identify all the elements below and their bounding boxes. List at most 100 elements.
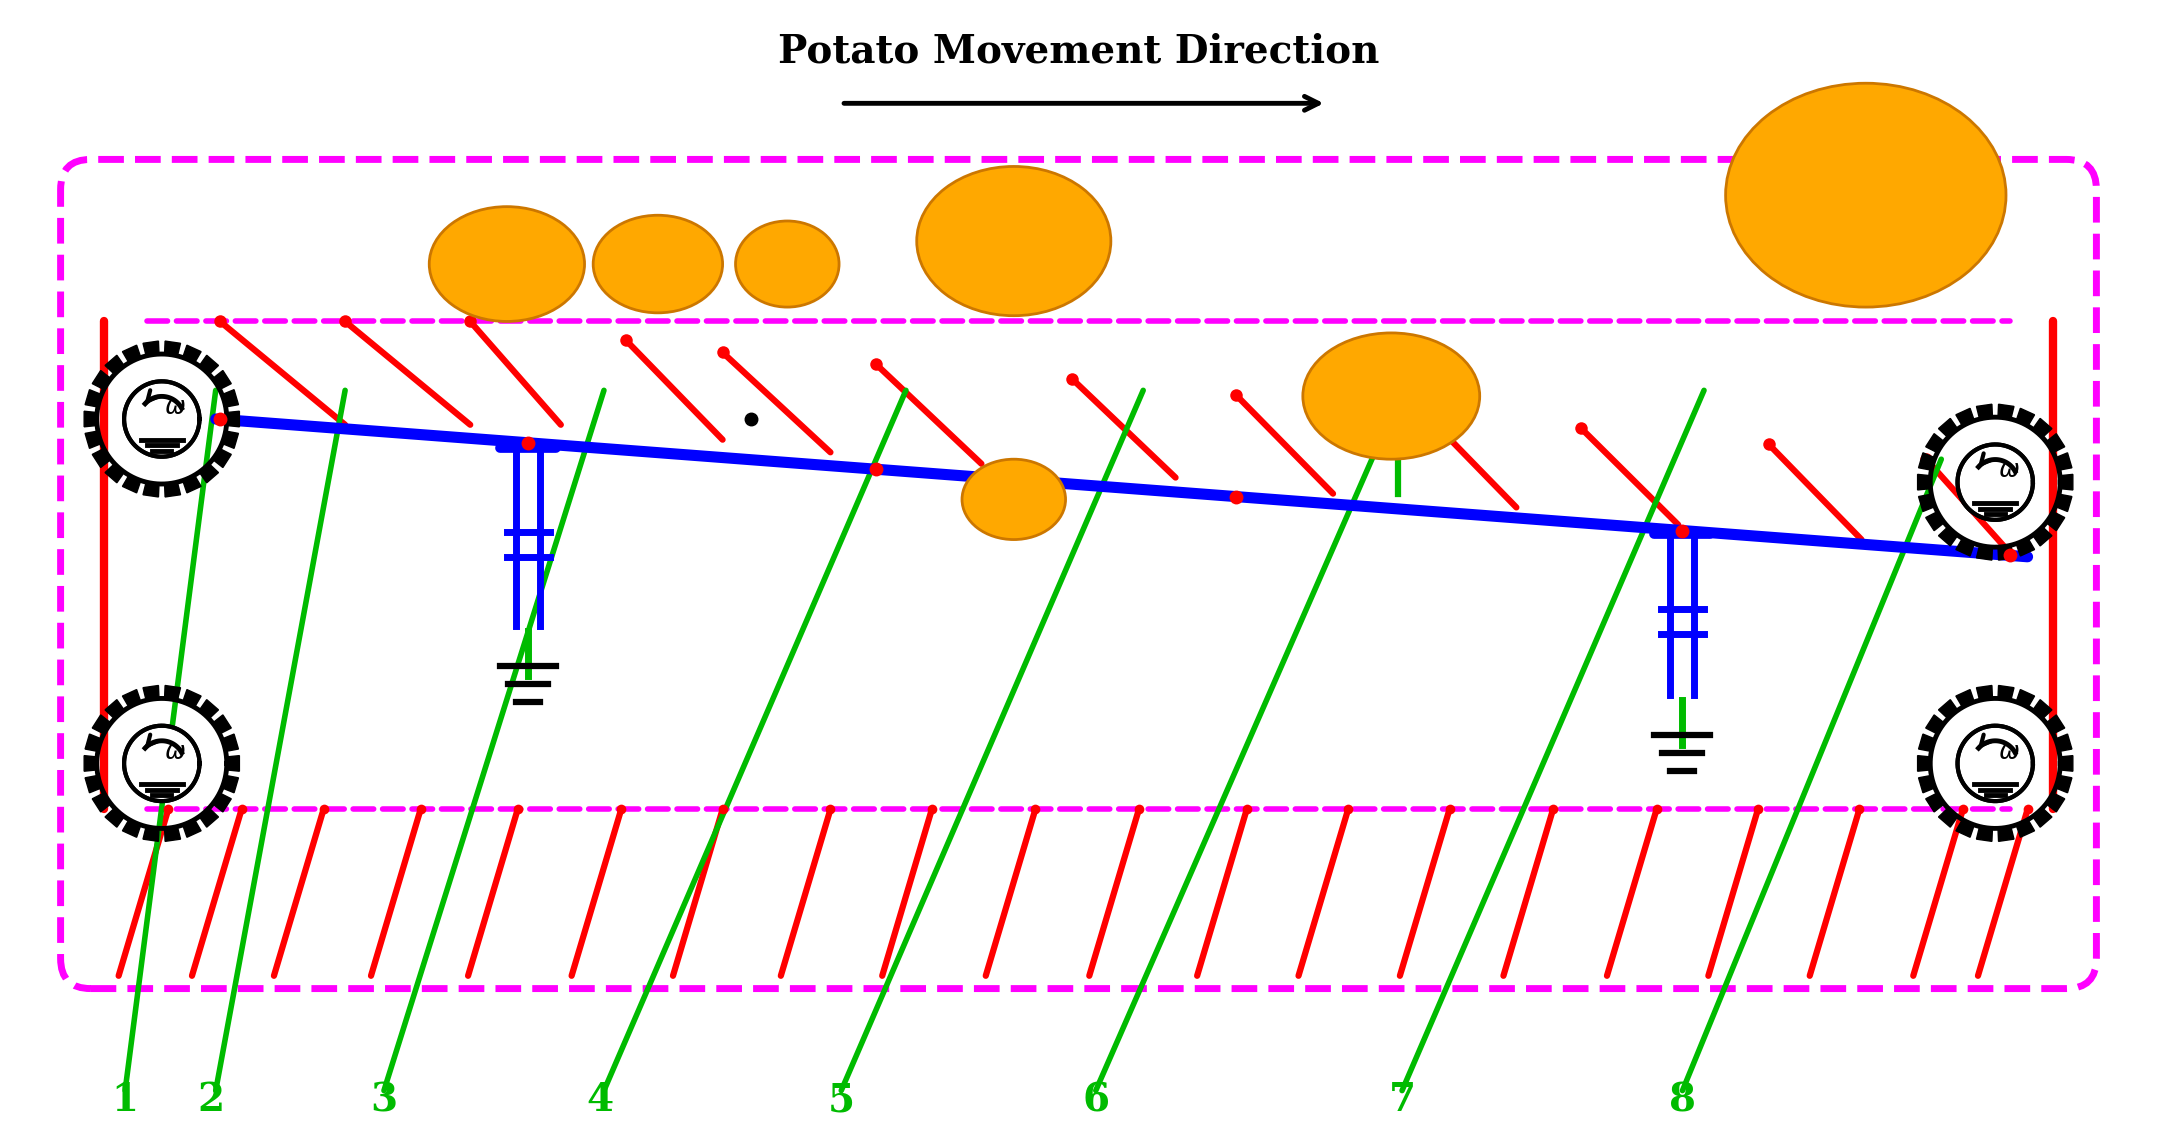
Polygon shape: [183, 690, 201, 707]
Polygon shape: [84, 411, 97, 427]
Polygon shape: [106, 464, 125, 483]
Text: 2: 2: [198, 1081, 224, 1119]
Text: $\omega$: $\omega$: [164, 740, 186, 763]
Polygon shape: [183, 346, 201, 363]
Polygon shape: [1956, 538, 1974, 556]
Polygon shape: [1926, 715, 1943, 734]
Polygon shape: [1926, 434, 1943, 452]
Polygon shape: [2017, 820, 2034, 837]
Text: $\omega$: $\omega$: [1997, 740, 2019, 763]
Polygon shape: [123, 690, 140, 707]
Ellipse shape: [1726, 84, 2006, 308]
Polygon shape: [2032, 699, 2051, 719]
Ellipse shape: [1303, 333, 1480, 459]
Polygon shape: [1939, 699, 1959, 719]
Polygon shape: [1997, 545, 2015, 560]
Polygon shape: [93, 793, 110, 812]
Ellipse shape: [917, 166, 1111, 316]
Polygon shape: [106, 355, 125, 374]
Polygon shape: [214, 371, 231, 389]
Polygon shape: [142, 827, 160, 841]
Polygon shape: [142, 482, 160, 497]
Text: 7: 7: [1389, 1081, 1415, 1119]
Circle shape: [1959, 444, 2032, 520]
Polygon shape: [123, 475, 140, 492]
Circle shape: [125, 381, 198, 457]
Text: Potato Movement Direction: Potato Movement Direction: [779, 32, 1378, 71]
Polygon shape: [93, 715, 110, 734]
Polygon shape: [123, 346, 140, 363]
Polygon shape: [214, 449, 231, 467]
Ellipse shape: [962, 459, 1066, 540]
Polygon shape: [142, 685, 160, 700]
Polygon shape: [123, 820, 140, 837]
Polygon shape: [164, 685, 181, 700]
Text: $\omega$: $\omega$: [164, 396, 186, 419]
Polygon shape: [1939, 808, 1959, 828]
Ellipse shape: [593, 216, 723, 312]
Text: 1: 1: [112, 1081, 138, 1119]
Polygon shape: [2056, 734, 2073, 752]
Text: 6: 6: [1083, 1081, 1109, 1119]
Polygon shape: [183, 475, 201, 492]
Polygon shape: [214, 793, 231, 812]
Polygon shape: [164, 827, 181, 841]
Polygon shape: [84, 775, 101, 793]
Polygon shape: [1939, 418, 1959, 437]
Polygon shape: [198, 808, 218, 828]
Polygon shape: [2032, 418, 2051, 437]
Polygon shape: [1976, 685, 1993, 700]
Polygon shape: [1918, 755, 1931, 771]
Text: $\omega$: $\omega$: [1997, 459, 2019, 482]
Polygon shape: [198, 464, 218, 483]
Polygon shape: [198, 699, 218, 719]
Text: 8: 8: [1670, 1081, 1695, 1119]
Circle shape: [125, 726, 198, 801]
Polygon shape: [2047, 512, 2064, 530]
Polygon shape: [226, 755, 239, 771]
Polygon shape: [1926, 512, 1943, 530]
Polygon shape: [2056, 452, 2073, 471]
Polygon shape: [222, 734, 239, 752]
Polygon shape: [198, 355, 218, 374]
Polygon shape: [1918, 775, 1935, 793]
Polygon shape: [2017, 409, 2034, 426]
Ellipse shape: [429, 207, 585, 321]
Polygon shape: [164, 341, 181, 356]
Polygon shape: [1997, 827, 2015, 841]
Polygon shape: [84, 755, 97, 771]
Polygon shape: [2017, 538, 2034, 556]
Polygon shape: [222, 389, 239, 408]
Polygon shape: [2056, 775, 2073, 793]
Polygon shape: [1976, 404, 1993, 419]
Polygon shape: [1956, 409, 1974, 426]
Polygon shape: [2047, 434, 2064, 452]
Polygon shape: [2032, 808, 2051, 828]
Polygon shape: [2047, 793, 2064, 812]
Polygon shape: [2056, 494, 2073, 512]
Polygon shape: [84, 430, 101, 449]
Polygon shape: [214, 715, 231, 734]
Polygon shape: [1939, 527, 1959, 546]
Polygon shape: [1976, 827, 1993, 841]
Polygon shape: [222, 775, 239, 793]
Text: 5: 5: [828, 1081, 854, 1119]
Polygon shape: [2017, 690, 2034, 707]
Polygon shape: [1918, 474, 1931, 490]
Ellipse shape: [736, 220, 839, 307]
Text: 4: 4: [587, 1081, 613, 1119]
Polygon shape: [84, 389, 101, 408]
Polygon shape: [1997, 404, 2015, 419]
Circle shape: [1959, 726, 2032, 801]
Text: 3: 3: [371, 1081, 397, 1119]
Polygon shape: [1926, 793, 1943, 812]
Polygon shape: [106, 808, 125, 828]
Polygon shape: [2060, 474, 2073, 490]
Polygon shape: [106, 699, 125, 719]
Polygon shape: [1918, 494, 1935, 512]
Polygon shape: [1997, 685, 2015, 700]
Polygon shape: [164, 482, 181, 497]
Polygon shape: [1918, 734, 1935, 752]
Polygon shape: [1918, 452, 1935, 471]
Polygon shape: [142, 341, 160, 356]
